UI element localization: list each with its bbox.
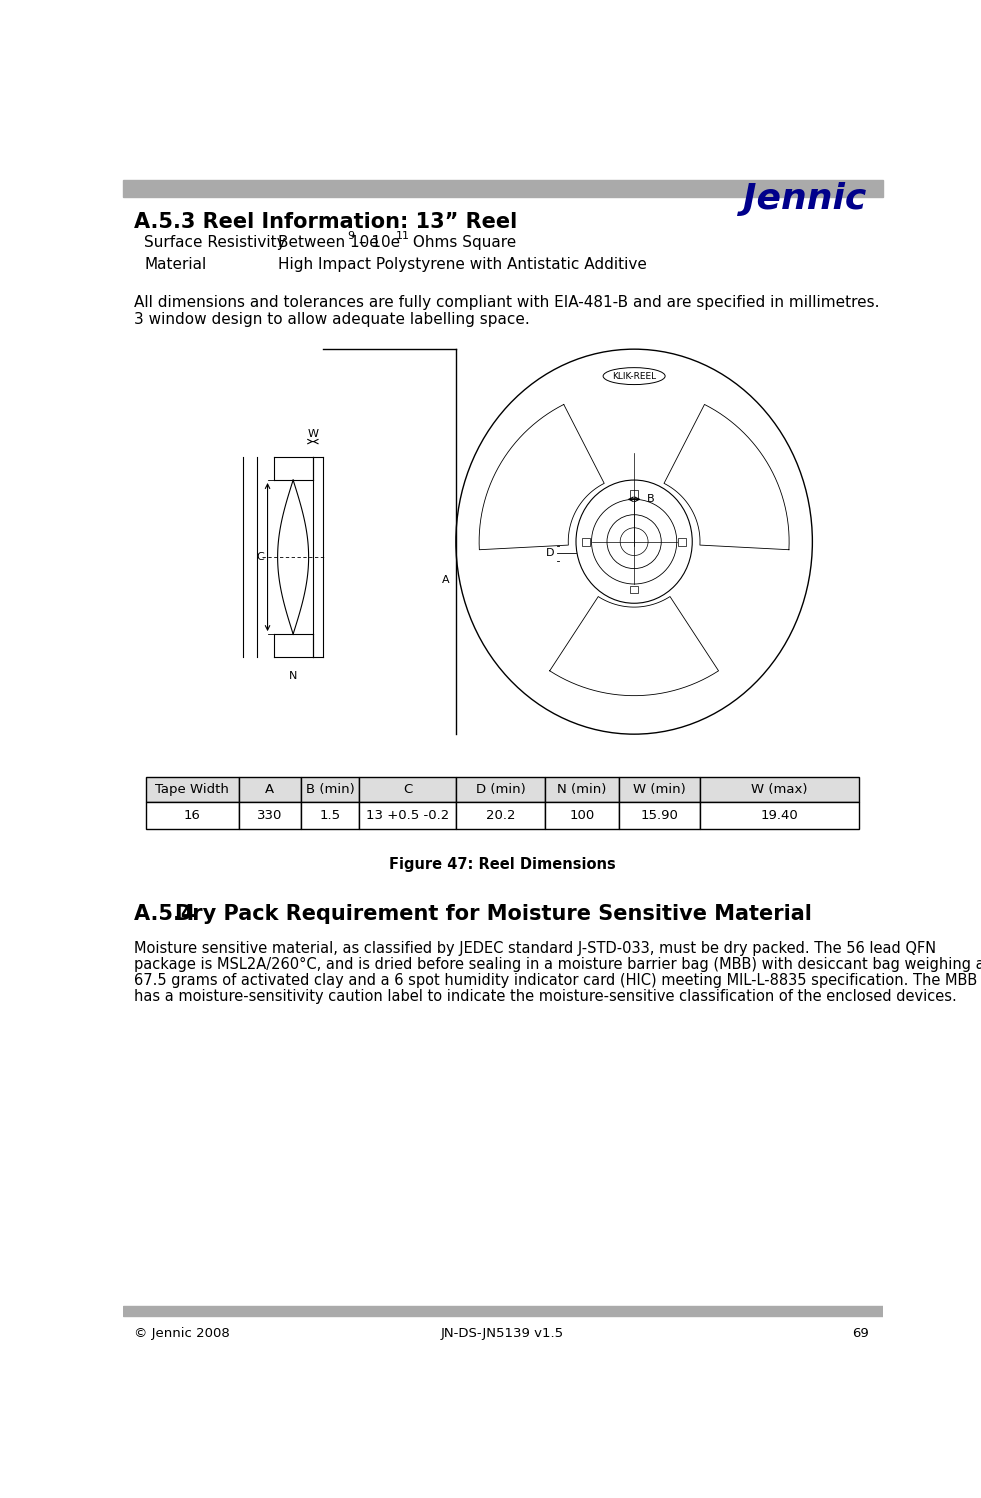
Bar: [359, 776, 456, 801]
Text: 100: 100: [569, 809, 594, 822]
Text: JN-DS-JN5139 v1.5: JN-DS-JN5139 v1.5: [440, 1327, 564, 1341]
Text: High Impact Polystyrene with Antistatic Additive: High Impact Polystyrene with Antistatic …: [278, 256, 646, 271]
Text: 19.40: 19.40: [760, 809, 799, 822]
Text: 11: 11: [395, 231, 409, 241]
Bar: [301, 801, 359, 828]
Bar: [630, 586, 638, 593]
Bar: [456, 801, 545, 828]
Bar: [146, 776, 239, 801]
Text: N: N: [289, 671, 297, 682]
Text: D: D: [545, 548, 554, 559]
Text: C: C: [403, 783, 412, 795]
Bar: [700, 801, 859, 828]
Bar: [545, 801, 619, 828]
Text: has a moisture-sensitivity caution label to indicate the moisture-sensitive clas: has a moisture-sensitivity caution label…: [134, 989, 957, 1004]
Text: A: A: [442, 575, 449, 586]
Bar: [582, 538, 590, 545]
Text: 9: 9: [347, 231, 354, 241]
Text: © Jennic 2008: © Jennic 2008: [134, 1327, 230, 1341]
Text: 330: 330: [257, 809, 283, 822]
Text: – 10e: – 10e: [353, 235, 399, 250]
Text: Moisture sensitive material, as classified by JEDEC standard J-STD-033, must be : Moisture sensitive material, as classifi…: [134, 941, 937, 956]
Text: B: B: [646, 494, 654, 505]
Text: A.5.4: A.5.4: [134, 903, 203, 924]
Bar: [700, 776, 859, 801]
Text: A.5.3 Reel Information: 13” Reel: A.5.3 Reel Information: 13” Reel: [134, 213, 518, 232]
Text: All dimensions and tolerances are fully compliant with EIA-481-B and are specifi: All dimensions and tolerances are fully …: [134, 295, 880, 310]
Text: Tape Width: Tape Width: [155, 783, 230, 795]
Text: Dry Pack Requirement for Moisture Sensitive Material: Dry Pack Requirement for Moisture Sensit…: [175, 903, 811, 924]
Text: W: W: [307, 430, 319, 439]
Text: 16: 16: [184, 809, 201, 822]
Text: W (min): W (min): [633, 783, 686, 795]
Bar: [359, 801, 456, 828]
Text: Material: Material: [144, 256, 207, 271]
Text: 69: 69: [852, 1327, 869, 1341]
Bar: [123, 180, 883, 196]
Text: A: A: [265, 783, 275, 795]
Text: Between 10e: Between 10e: [278, 235, 379, 250]
Text: 20.2: 20.2: [486, 809, 515, 822]
Text: N (min): N (min): [557, 783, 606, 795]
Text: Figure 47: Reel Dimensions: Figure 47: Reel Dimensions: [389, 857, 616, 872]
Bar: [456, 776, 545, 801]
Bar: [301, 776, 359, 801]
Text: package is MSL2A/260°C, and is dried before sealing in a moisture barrier bag (M: package is MSL2A/260°C, and is dried bef…: [134, 957, 981, 972]
Bar: [146, 801, 239, 828]
Bar: [678, 538, 686, 545]
Text: D (min): D (min): [476, 783, 525, 795]
Bar: [619, 801, 700, 828]
Text: Jennic: Jennic: [744, 183, 866, 216]
Bar: [545, 776, 619, 801]
Text: KLIK-REEL: KLIK-REEL: [612, 372, 656, 380]
Text: 67.5 grams of activated clay and a 6 spot humidity indicator card (HIC) meeting : 67.5 grams of activated clay and a 6 spo…: [134, 972, 977, 987]
Text: 1.5: 1.5: [320, 809, 340, 822]
Bar: [239, 776, 301, 801]
Bar: [239, 801, 301, 828]
Text: C: C: [257, 553, 265, 562]
Text: 15.90: 15.90: [641, 809, 678, 822]
Bar: [123, 1305, 883, 1317]
Text: 3 window design to allow adequate labelling space.: 3 window design to allow adequate labell…: [134, 312, 530, 327]
Text: 13 +0.5 -0.2: 13 +0.5 -0.2: [366, 809, 449, 822]
Text: W (max): W (max): [751, 783, 807, 795]
Bar: [630, 490, 638, 497]
Text: Surface Resistivity: Surface Resistivity: [144, 235, 285, 250]
Text: B (min): B (min): [305, 783, 354, 795]
Text: Ohms Square: Ohms Square: [408, 235, 516, 250]
Bar: [619, 776, 700, 801]
